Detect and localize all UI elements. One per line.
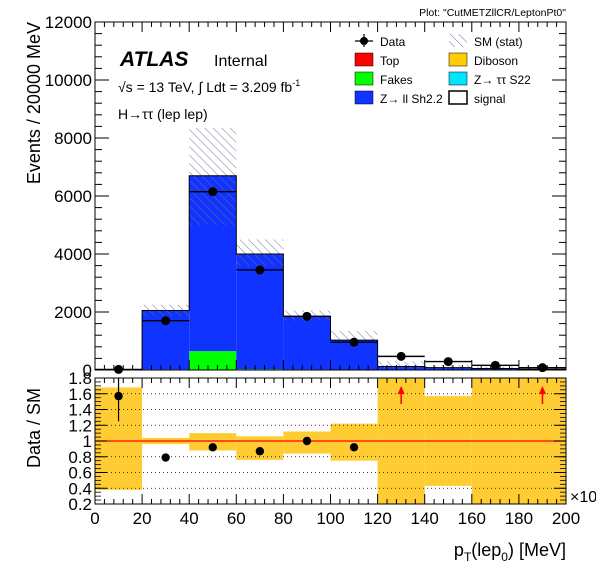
ratio-ytick-label: 1 xyxy=(83,432,92,451)
legend-swatch-sm xyxy=(449,34,467,47)
annotations: Plot: "CutMETZllCR/LeptonPt0" ATLAS Inte… xyxy=(118,7,596,506)
legend-swatch-top xyxy=(354,52,374,67)
energy-label-main: √s = 13 TeV, ∫ Ldt = 3.209 fb xyxy=(118,79,292,95)
process-label: H→ττ (lep lep) xyxy=(118,106,208,122)
main-ylabel: Events / 20000 MeV xyxy=(24,22,44,184)
legend-label-sm: SM (stat) xyxy=(474,35,523,49)
ratio-xtick-label: 160 xyxy=(458,509,486,528)
legend-swatch-fakes xyxy=(354,71,374,86)
ratio-ytick-label: 1.6 xyxy=(68,385,92,404)
legend-label-fakes: Fakes xyxy=(380,73,413,87)
data-point-4 xyxy=(302,311,312,321)
ratio-point-2 xyxy=(208,443,217,452)
ratio-ylabel: Data / SM xyxy=(24,388,44,468)
legend-marker-data xyxy=(360,37,368,45)
legend: Data SM (stat) Top Diboson Fakes Z→ ττ S22 Z→ … xyxy=(354,34,531,106)
data-point-1 xyxy=(161,316,171,326)
plot-label: Plot: "CutMETZllCR/LeptonPt0" xyxy=(419,7,566,19)
x-axis-label-part: 0 xyxy=(501,550,508,564)
stack-bar-1-6 xyxy=(377,366,425,370)
atlas-brand: ATLAS xyxy=(119,48,188,71)
data-point-6 xyxy=(396,351,406,361)
x-axis-label-part: ) [MeV] xyxy=(508,540,566,560)
legend-label-data: Data xyxy=(380,35,406,49)
x-axis-label-part: (lep xyxy=(471,540,501,560)
main-ytick-label: 12000 xyxy=(45,13,92,32)
legend-swatch-diboson xyxy=(448,52,468,67)
ratio-point-0 xyxy=(114,391,123,401)
ratio-ytick-label: 1.8 xyxy=(68,369,92,388)
energy-label-sup: -1 xyxy=(292,78,300,88)
ratio-xtick-label: 120 xyxy=(363,509,391,528)
legend-swatch-signal xyxy=(448,90,468,105)
ratio-ytick-label: 0.2 xyxy=(68,495,92,514)
energy-label: √s = 13 TeV, ∫ Ldt = 3.209 fb-1 xyxy=(118,78,300,95)
ratio-xtick-label: 60 xyxy=(227,509,246,528)
ratio-point-4 xyxy=(302,436,312,446)
ratio-xtick-label: 100 xyxy=(316,509,344,528)
main-ytick-label: 2000 xyxy=(54,303,92,322)
ratio-band-5 xyxy=(330,423,378,461)
sm-stat-band-5 xyxy=(330,330,378,343)
data-point-9 xyxy=(537,363,547,373)
ratio-band-2 xyxy=(189,433,237,451)
stack-bar-1-4 xyxy=(283,316,331,370)
legend-label-signal: signal xyxy=(474,92,505,106)
ratio-ytick-label: 0.4 xyxy=(68,479,92,498)
ratio-arrow-head-0 xyxy=(397,386,405,394)
atlas-status: Internal xyxy=(214,53,267,70)
legend-label-ztautau: Z→ ττ S22 xyxy=(474,73,531,87)
data-point-2 xyxy=(208,187,218,197)
ratio-point-5 xyxy=(349,443,359,452)
ratio-arrow-head-1 xyxy=(538,386,546,394)
ratio-xtick-label: 80 xyxy=(274,509,293,528)
ratio-xtick-label: 0 xyxy=(90,509,99,528)
x-axis-label-part: p xyxy=(454,540,464,560)
sm-stat-band-7 xyxy=(424,364,472,369)
ratio-xtick-label: 180 xyxy=(505,509,533,528)
main-ytick-label: 4000 xyxy=(54,245,92,264)
sm-stat-band-3 xyxy=(236,239,284,266)
main-ytick-label: 0 xyxy=(83,361,92,380)
ratio-point-1 xyxy=(161,453,170,462)
ratio-ytick-label: 1.4 xyxy=(68,401,92,420)
ratio-panel: 0.20.40.60.811.21.41.61.8 0 20 40 60 80 100 120… xyxy=(24,369,580,564)
x-axis-label: pT(lep0) [MeV] xyxy=(454,540,566,564)
legend-label-diboson: Diboson xyxy=(474,54,518,68)
ratio-xtick-label: 20 xyxy=(133,509,152,528)
data-point-0 xyxy=(114,364,124,374)
legend-swatch-ztautau xyxy=(448,71,468,86)
ratio-xtick-label: 40 xyxy=(180,509,199,528)
main-ytick-label: 6000 xyxy=(54,187,92,206)
ratio-point-3 xyxy=(255,447,265,456)
ratio-xtick-label: 200 xyxy=(552,509,580,528)
x-axis-label-part: T xyxy=(464,550,472,564)
sm-stat-band-2 xyxy=(189,127,237,225)
data-point-7 xyxy=(443,357,453,367)
sm-stat-band-6 xyxy=(377,361,425,369)
ratio-ytick-label: 0.8 xyxy=(68,448,92,467)
ratio-ytick-label: 0.6 xyxy=(68,464,92,483)
legend-label-top: Top xyxy=(380,54,400,68)
x-multiplier: ×10 xyxy=(570,489,596,506)
data-point-3 xyxy=(255,265,265,275)
stack-bar-0-2 xyxy=(189,351,237,370)
data-point-8 xyxy=(490,360,500,370)
data-point-5 xyxy=(349,337,359,347)
ratio-ytick-label: 1.2 xyxy=(68,416,92,435)
legend-label-zll: Z→ ll Sh2.2 xyxy=(380,92,443,106)
main-ytick-label: 8000 xyxy=(54,129,92,148)
ratio-xtick-label: 140 xyxy=(411,509,439,528)
main-ytick-label: 10000 xyxy=(45,71,92,90)
legend-swatch-zll xyxy=(354,90,374,105)
